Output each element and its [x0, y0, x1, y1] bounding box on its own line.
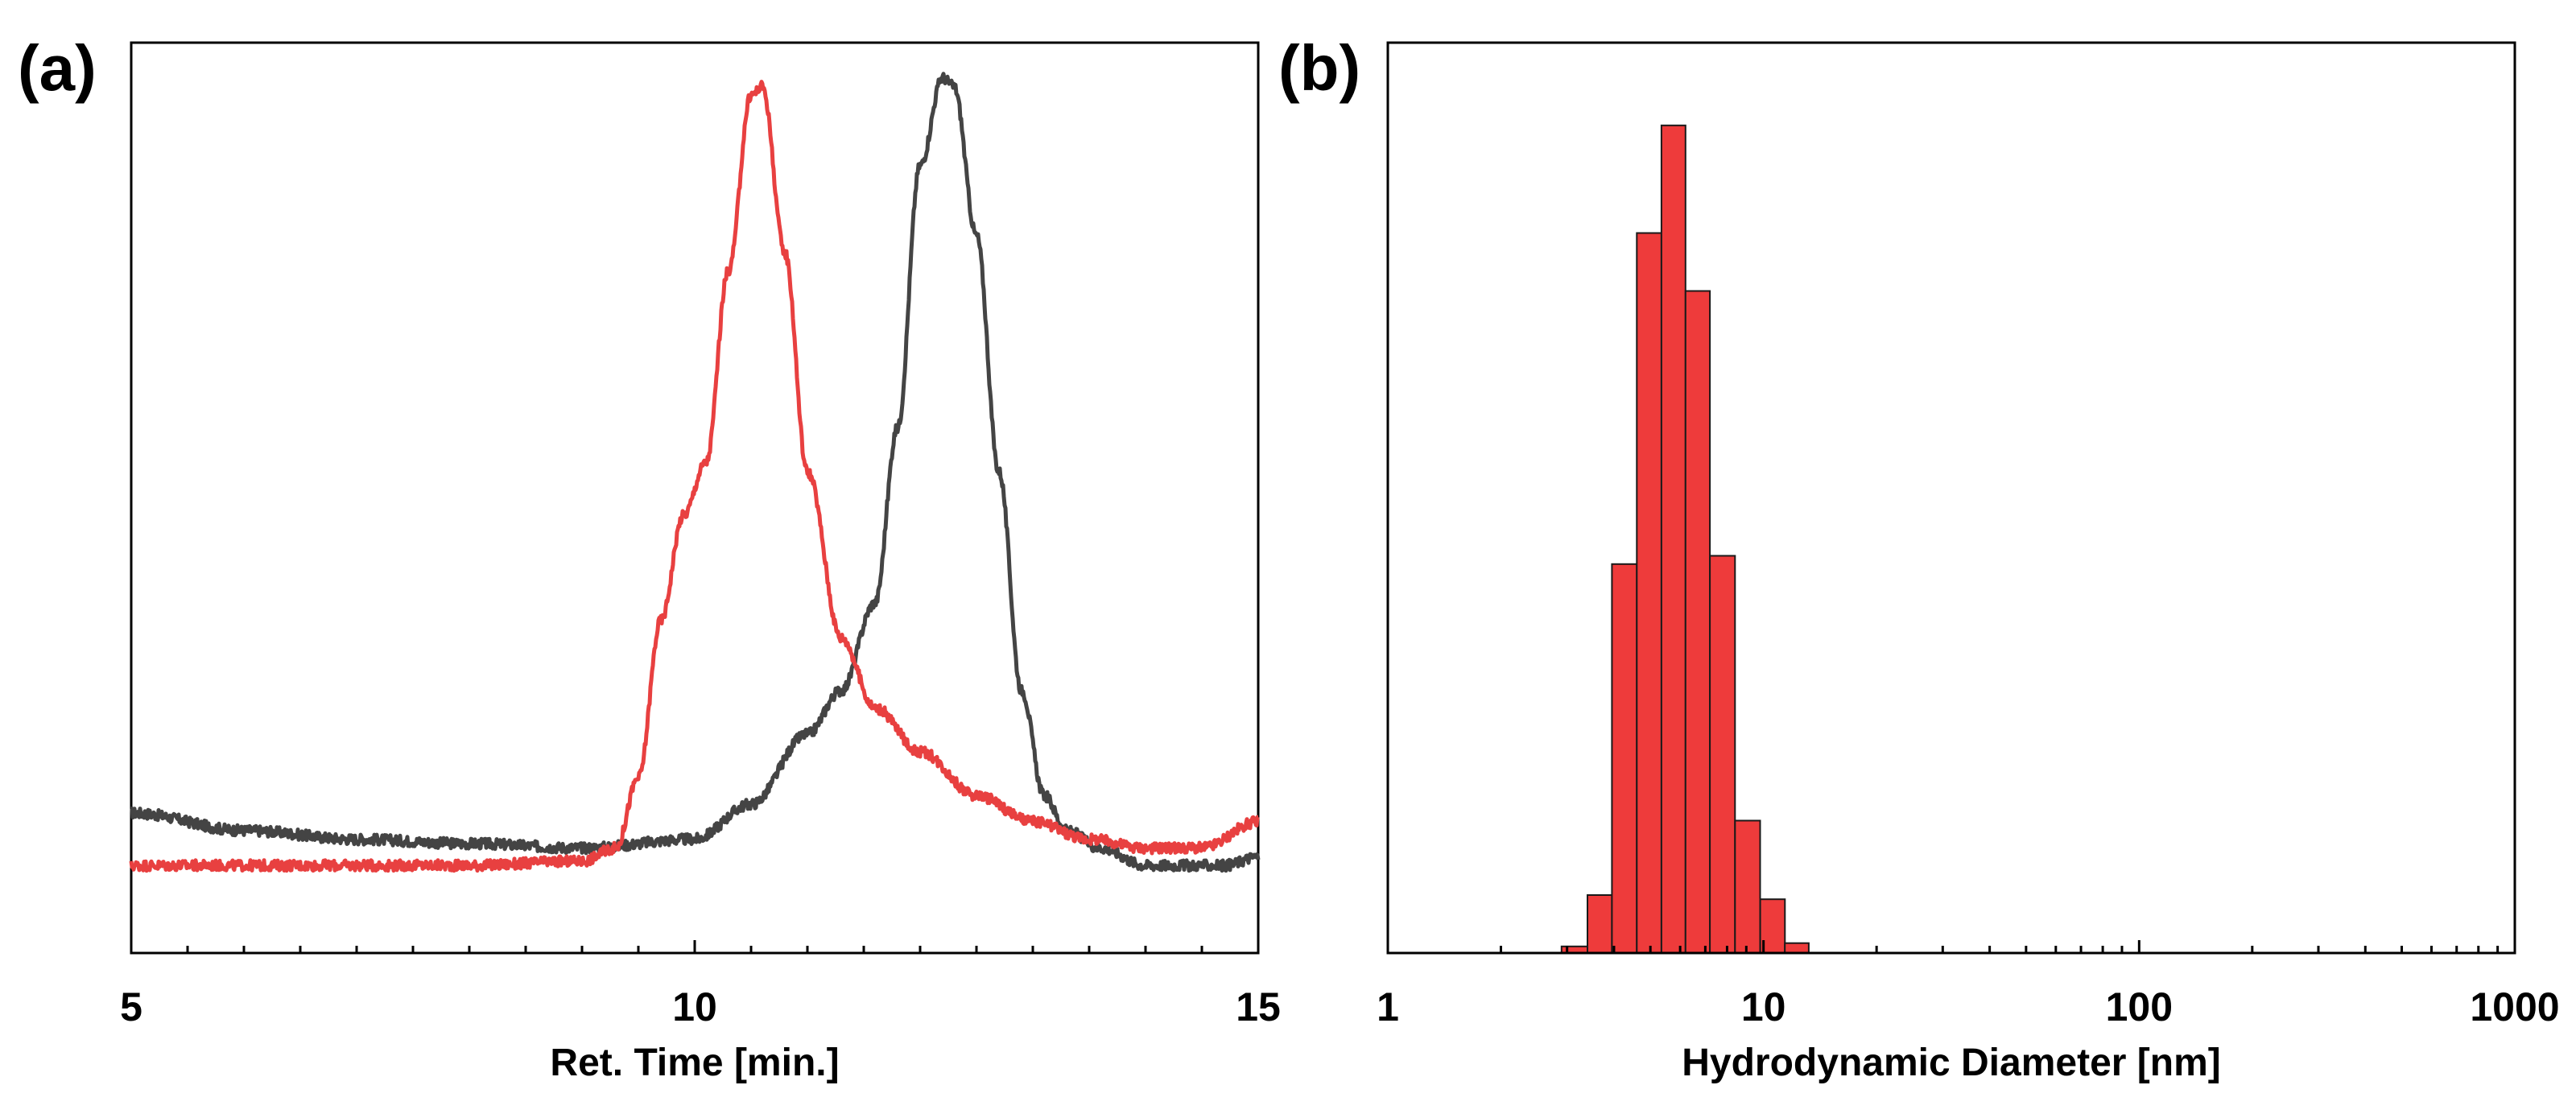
dls-histogram-panel: (b) 1 10 100 1000 Hydrodynamic Diameter …	[1278, 32, 2560, 1084]
x-axis-title-a: Ret. Time [min.]	[550, 1042, 839, 1084]
plot-frame-a	[130, 41, 1260, 955]
histogram-bar	[1684, 290, 1711, 954]
chromatogram-panel: (a) 5 10 15 Ret. Time [min.]	[18, 32, 1281, 1084]
x-tick-label-15: 15	[1236, 984, 1281, 1029]
chromatogram-series	[129, 72, 1261, 873]
histogram-bar	[1660, 124, 1686, 954]
panel-label-a: (a)	[18, 32, 97, 104]
histogram-bar	[1734, 819, 1761, 954]
series-line-dark	[130, 72, 1261, 873]
x-tick-label-1: 1	[1377, 984, 1399, 1029]
x-tick-label-1000: 1000	[2470, 984, 2559, 1029]
x-axis-ticks-a	[130, 940, 1260, 953]
plot-frame-b	[1386, 41, 2516, 955]
histogram-bar	[1587, 894, 1613, 954]
histogram-bars	[1560, 124, 1810, 955]
x-tick-label-10: 10	[672, 984, 717, 1029]
x-tick-label-5: 5	[120, 984, 142, 1029]
x-tick-label-100: 100	[2106, 984, 2173, 1029]
histogram-bar	[1636, 232, 1662, 954]
histogram-bar	[1784, 942, 1810, 954]
histogram-bar	[1709, 555, 1736, 954]
x-tick-label-10: 10	[1741, 984, 1786, 1029]
series-line-red	[129, 80, 1260, 873]
x-axis-title-b: Hydrodynamic Diameter [nm]	[1682, 1042, 2221, 1084]
x-axis-ticks-b	[1386, 940, 2516, 953]
panel-label-b: (b)	[1278, 32, 1360, 104]
histogram-bar	[1611, 563, 1638, 954]
